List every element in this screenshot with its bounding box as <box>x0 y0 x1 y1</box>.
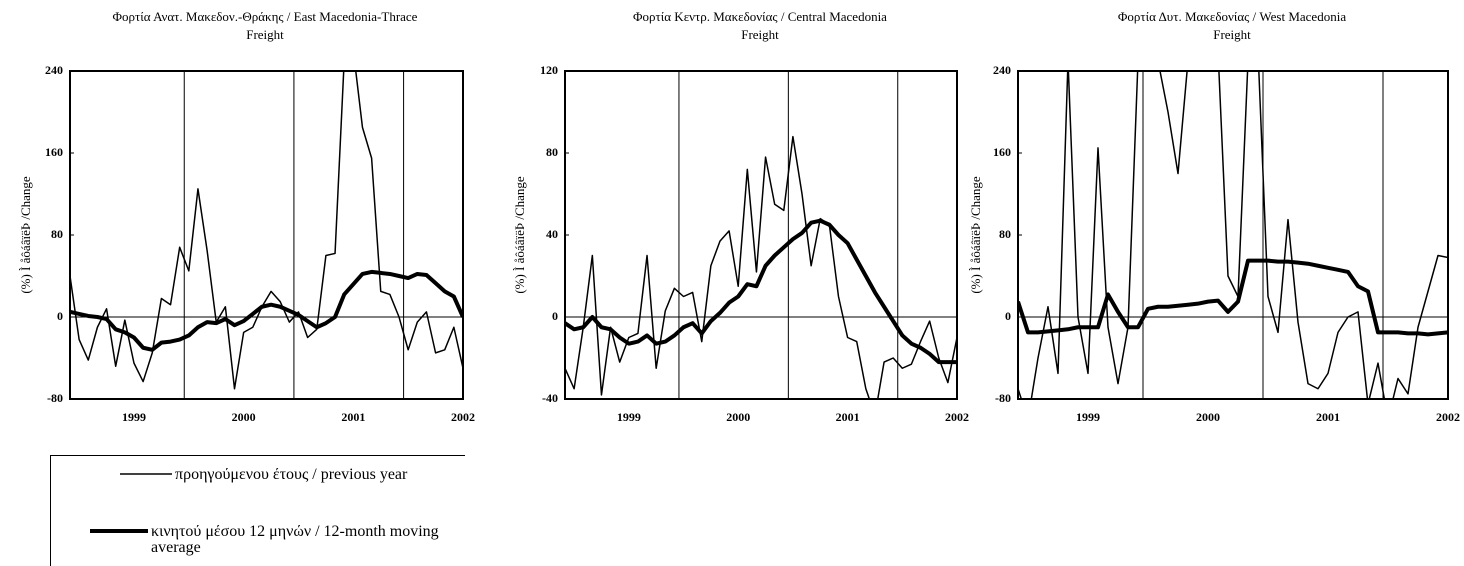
y-tick-label: 40 <box>546 227 558 241</box>
series-line <box>70 269 463 352</box>
y-axis-label: (%) Ì åôáâïëÞ /Change <box>968 176 983 294</box>
legend-label: κινητού μέσου 12 μηνών / 12-month moving… <box>151 523 439 556</box>
y-tick-label: 240 <box>993 63 1011 77</box>
chart-title: Φορτία Κεντρ. Μακεδονίας / Central Maced… <box>633 9 887 42</box>
chart-title: Φορτία Δυτ. Μακεδονίας / West Macedonia … <box>1117 9 1347 42</box>
y-tick-label: -80 <box>47 391 63 405</box>
legend-label: προηγούμενου έτους / previous year <box>175 466 408 483</box>
plot-frame <box>564 70 958 400</box>
x-tick-label: 2000 <box>726 410 750 424</box>
plot-frame <box>69 70 464 400</box>
series-line <box>70 71 463 390</box>
x-tick-label: 1999 <box>1076 410 1100 424</box>
x-tick-label: 2000 <box>1196 410 1220 424</box>
y-tick-label: -80 <box>995 391 1011 405</box>
x-tick-label: 2002 <box>1436 410 1460 424</box>
y-tick-label: 0 <box>552 309 558 323</box>
y-axis-label: (%) Ì åôáâïëÞ /Change <box>18 176 33 294</box>
y-axis-label: (%) Ì åôáâïëÞ /Change <box>512 176 527 294</box>
x-tick-label: 2001 <box>836 410 860 424</box>
series-line <box>565 218 957 365</box>
y-tick-label: -40 <box>542 391 558 405</box>
y-tick-label: 120 <box>540 63 558 77</box>
x-tick-label: 2001 <box>1316 410 1340 424</box>
y-tick-label: 80 <box>999 227 1011 241</box>
y-tick-label: 80 <box>546 145 558 159</box>
series-line <box>1018 71 1448 399</box>
x-tick-label: 2002 <box>451 410 475 424</box>
y-tick-label: 80 <box>51 227 63 241</box>
x-tick-label: 2000 <box>232 410 256 424</box>
y-tick-label: 0 <box>57 309 63 323</box>
x-tick-label: 2001 <box>341 410 365 424</box>
x-tick-label: 1999 <box>122 410 146 424</box>
x-tick-label: 1999 <box>617 410 641 424</box>
y-tick-label: 160 <box>45 145 63 159</box>
plot-frame <box>1017 70 1449 400</box>
y-tick-label: 0 <box>1005 309 1011 323</box>
y-tick-label: 160 <box>993 145 1011 159</box>
y-tick-label: 240 <box>45 63 63 77</box>
x-tick-label: 2002 <box>945 410 969 424</box>
series-line <box>1018 258 1448 337</box>
legend: προηγούμενου έτους / previous year κινητ… <box>50 455 465 566</box>
series-line <box>565 135 957 399</box>
chart-title: Φορτία Ανατ. Μακεδον.-Θράκης / East Mace… <box>112 9 418 42</box>
